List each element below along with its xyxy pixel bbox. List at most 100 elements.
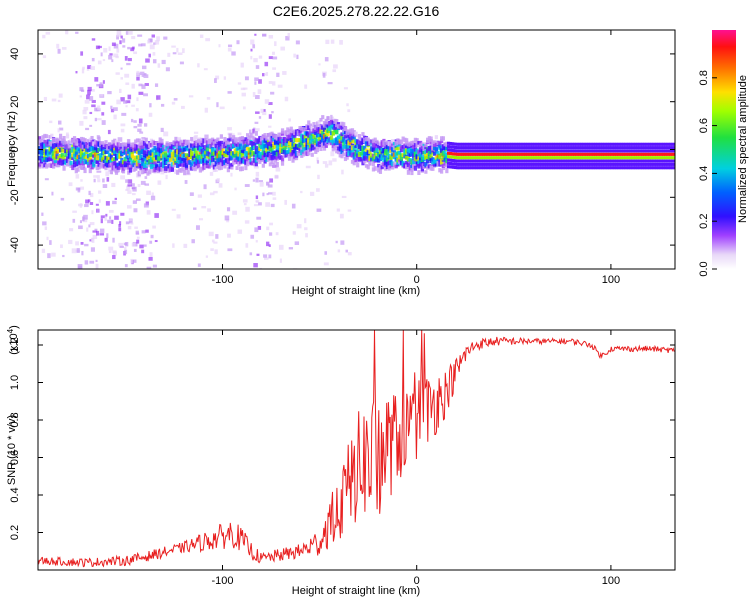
spectrogram-ridge-cell xyxy=(100,157,105,162)
spectrogram-ridge-cell xyxy=(419,155,423,161)
spectrogram-ridge-cell xyxy=(492,162,496,166)
spectrogram-ridge-cell xyxy=(520,146,524,150)
spectrogram-ridge-cell xyxy=(569,146,573,150)
spectrogram-ridge-cell xyxy=(100,141,105,145)
spectrogram-ridge-cell xyxy=(116,162,120,167)
spectrogram-ridge-cell xyxy=(560,166,564,170)
spectrogram-ridge-cell xyxy=(172,163,176,168)
spectrogram-ridge-cell xyxy=(635,142,639,146)
spectrogram-ridge-cell xyxy=(537,156,542,160)
spectrogram-ridge-cell xyxy=(72,163,77,168)
spectrogram-ridge-cell xyxy=(287,156,292,161)
spectrogram-noise-cell xyxy=(75,187,81,191)
spectrogram-noise-cell xyxy=(256,216,262,220)
spectrogram-ridge-cell xyxy=(109,160,113,166)
spectrogram-ridge-cell xyxy=(434,146,438,152)
spectrogram-ridge-cell xyxy=(195,150,199,157)
spectrogram-ridge-cell xyxy=(436,150,440,155)
spectrogram-ridge-cell xyxy=(613,166,617,170)
spectrogram-ridge-cell xyxy=(509,152,514,156)
spectrogram-ridge-cell xyxy=(298,132,302,137)
spectrogram-ridge-cell xyxy=(513,149,517,153)
spectrogram-ridge-cell xyxy=(321,138,325,143)
spectrogram-ridge-cell xyxy=(350,145,355,151)
spectrogram-ridge-cell xyxy=(497,152,501,156)
spectrogram-ridge-cell xyxy=(188,165,192,170)
spectrogram-ridge-cell xyxy=(634,156,638,160)
spectrogram-ridge-cell xyxy=(319,129,323,134)
spectrogram-ridge-cell xyxy=(412,144,416,150)
spectrogram-ridge-cell xyxy=(562,156,566,160)
spectrogram-noise-cell xyxy=(41,212,44,216)
spectrogram-ridge-cell xyxy=(488,166,493,170)
spectrogram-noise-cell xyxy=(101,101,106,105)
spectrogram-ridge-cell xyxy=(516,159,521,163)
spectrogram-noise-cell xyxy=(120,35,123,39)
spectrogram-ridge-cell xyxy=(352,138,356,143)
spectrogram-ridge-cell xyxy=(163,157,168,162)
spectrogram-ridge-cell xyxy=(436,141,440,146)
spectrogram-ridge-cell xyxy=(176,140,180,146)
spectrogram-ridge-cell xyxy=(661,159,666,163)
spectrogram-noise-cell xyxy=(255,240,258,243)
spectrogram-ridge-cell xyxy=(590,152,594,156)
spectrogram-noise-cell xyxy=(45,31,51,35)
spectrogram-noise-cell xyxy=(191,239,195,244)
spectrogram-noise-cell xyxy=(146,210,151,215)
spectrogram-ridge-cell xyxy=(508,162,512,166)
spectrogram-noise-cell xyxy=(347,209,352,212)
spectrogram-ridge-cell xyxy=(111,150,115,155)
spectrogram-noise-cell xyxy=(193,131,199,134)
spectrogram-ridge-cell xyxy=(190,143,194,148)
spectrogram-ridge-cell xyxy=(190,166,194,171)
spectrogram-ridge-cell xyxy=(620,159,624,163)
spectrogram-ridge-cell xyxy=(565,142,570,146)
spectrogram-noise-cell xyxy=(248,129,252,134)
spectrogram-ridge-cell xyxy=(186,147,190,152)
spectrogram-ridge-cell xyxy=(544,159,549,163)
spectrogram-ridge-cell xyxy=(205,150,209,157)
spectrogram-ridge-cell xyxy=(232,135,236,140)
spectrogram-ridge-cell xyxy=(653,146,657,150)
spectrogram-ridge-cell xyxy=(74,151,78,157)
spectrogram-ridge-cell xyxy=(130,148,134,153)
spectrogram-ridge-cell xyxy=(259,151,264,156)
spectrogram-ridge-cell xyxy=(193,148,197,154)
spectrogram-ridge-cell xyxy=(635,146,639,150)
spectrogram-ridge-cell xyxy=(667,142,671,146)
spectrogram-noise-cell xyxy=(95,259,98,263)
spectrogram-ridge-cell xyxy=(366,164,370,170)
spectrogram-ridge-cell xyxy=(464,146,468,150)
spectrogram-ridge-cell xyxy=(593,166,598,170)
spectrogram-ridge-cell xyxy=(530,162,535,166)
spectrogram-ridge-cell xyxy=(417,149,421,155)
spectrogram-ridge-cell xyxy=(597,166,601,170)
spectrogram-ridge-cell xyxy=(352,159,356,166)
spectrogram-ridge-cell xyxy=(466,152,470,156)
spectrogram-noise-cell xyxy=(345,249,348,253)
spectrogram-noise-cell xyxy=(92,230,98,233)
spectrogram-ridge-cell xyxy=(513,166,517,170)
spectrogram-noise-cell xyxy=(131,183,135,187)
spectrogram-noise-cell xyxy=(89,111,93,115)
spectrogram-ridge-cell xyxy=(254,131,258,136)
spectrogram-ridge-cell xyxy=(55,137,59,143)
spectrogram-ridge-cell xyxy=(371,167,376,172)
spectrogram-ridge-cell xyxy=(172,158,176,163)
spectrogram-ridge-cell xyxy=(169,148,173,154)
spectrogram-ridge-cell xyxy=(127,164,131,170)
spectrogram-noise-cell xyxy=(81,68,85,74)
spectrogram-ridge-cell xyxy=(611,142,615,146)
spectrogram-ridge-cell xyxy=(191,143,196,148)
spectrogram-ridge-cell xyxy=(555,162,559,166)
spectrogram-noise-cell xyxy=(149,240,153,244)
spectrogram-ridge-cell xyxy=(349,137,353,143)
spectrogram-ridge-cell xyxy=(632,159,636,163)
spectrogram-ridge-cell xyxy=(558,146,563,150)
spectrogram-ridge-cell xyxy=(364,142,369,147)
spectrogram-ridge-cell xyxy=(69,156,73,160)
spectrogram-y-tick-label: 0 xyxy=(9,146,21,152)
spectrogram-noise-cell xyxy=(288,247,294,250)
spectrogram-noise-cell xyxy=(156,95,161,100)
spectrogram-ridge-cell xyxy=(300,125,304,131)
